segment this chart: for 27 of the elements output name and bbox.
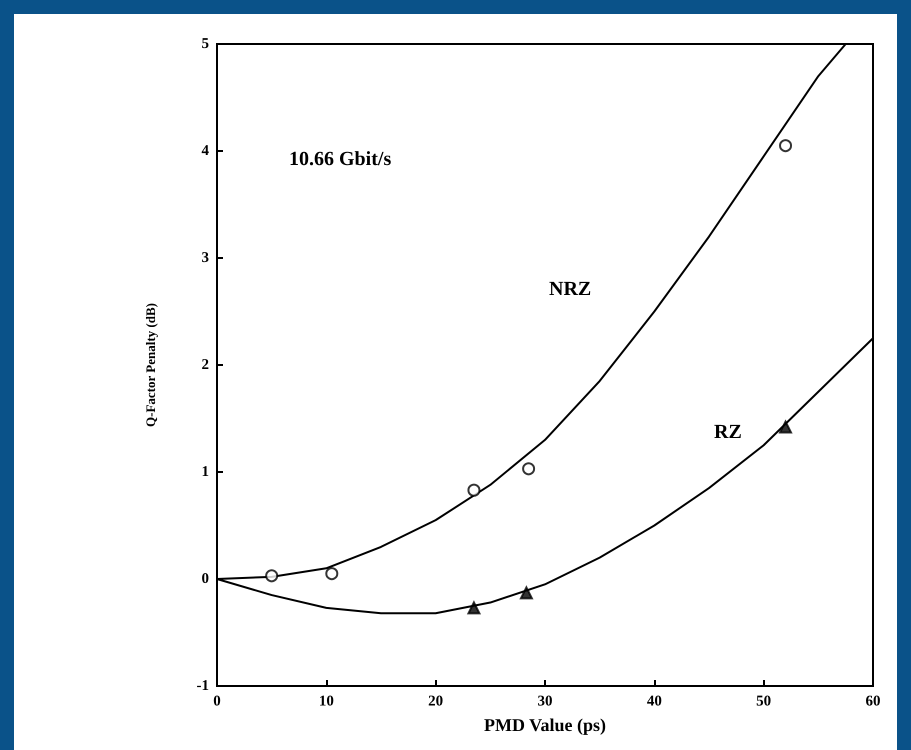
y-tick-label: 4: [202, 143, 210, 159]
x-tick-label: 30: [538, 694, 552, 710]
point: [779, 139, 792, 152]
point: [779, 420, 792, 434]
y-tick-label: 3: [202, 250, 209, 266]
x-tick-label: 10: [318, 694, 334, 710]
y-tick-label: 1: [202, 464, 209, 480]
y-tick-label: 0: [202, 571, 209, 587]
y-tick-label: 2: [202, 357, 209, 373]
y-axis-title: Q-Factor Penalty (dB): [143, 303, 158, 427]
point: [467, 484, 480, 497]
point: [522, 462, 536, 476]
x-tick-label: 20: [428, 694, 444, 710]
annotation: RZ: [714, 421, 742, 443]
x-tick-label: 60: [866, 694, 880, 710]
y-tick-label: -1: [196, 678, 209, 694]
x-axis-title: PMD Value (ps): [484, 715, 606, 735]
x-tick-label: 40: [646, 694, 662, 710]
point: [467, 601, 480, 614]
x-tick-label: 0: [213, 694, 221, 710]
x-tick-label: 50: [756, 694, 772, 710]
point: [520, 586, 533, 600]
annotation: 10.66 Gbit/s: [289, 148, 392, 170]
point: [325, 567, 338, 580]
point: [265, 569, 278, 582]
annotation: NRZ: [549, 278, 592, 300]
y-tick-label: 5: [202, 36, 209, 52]
